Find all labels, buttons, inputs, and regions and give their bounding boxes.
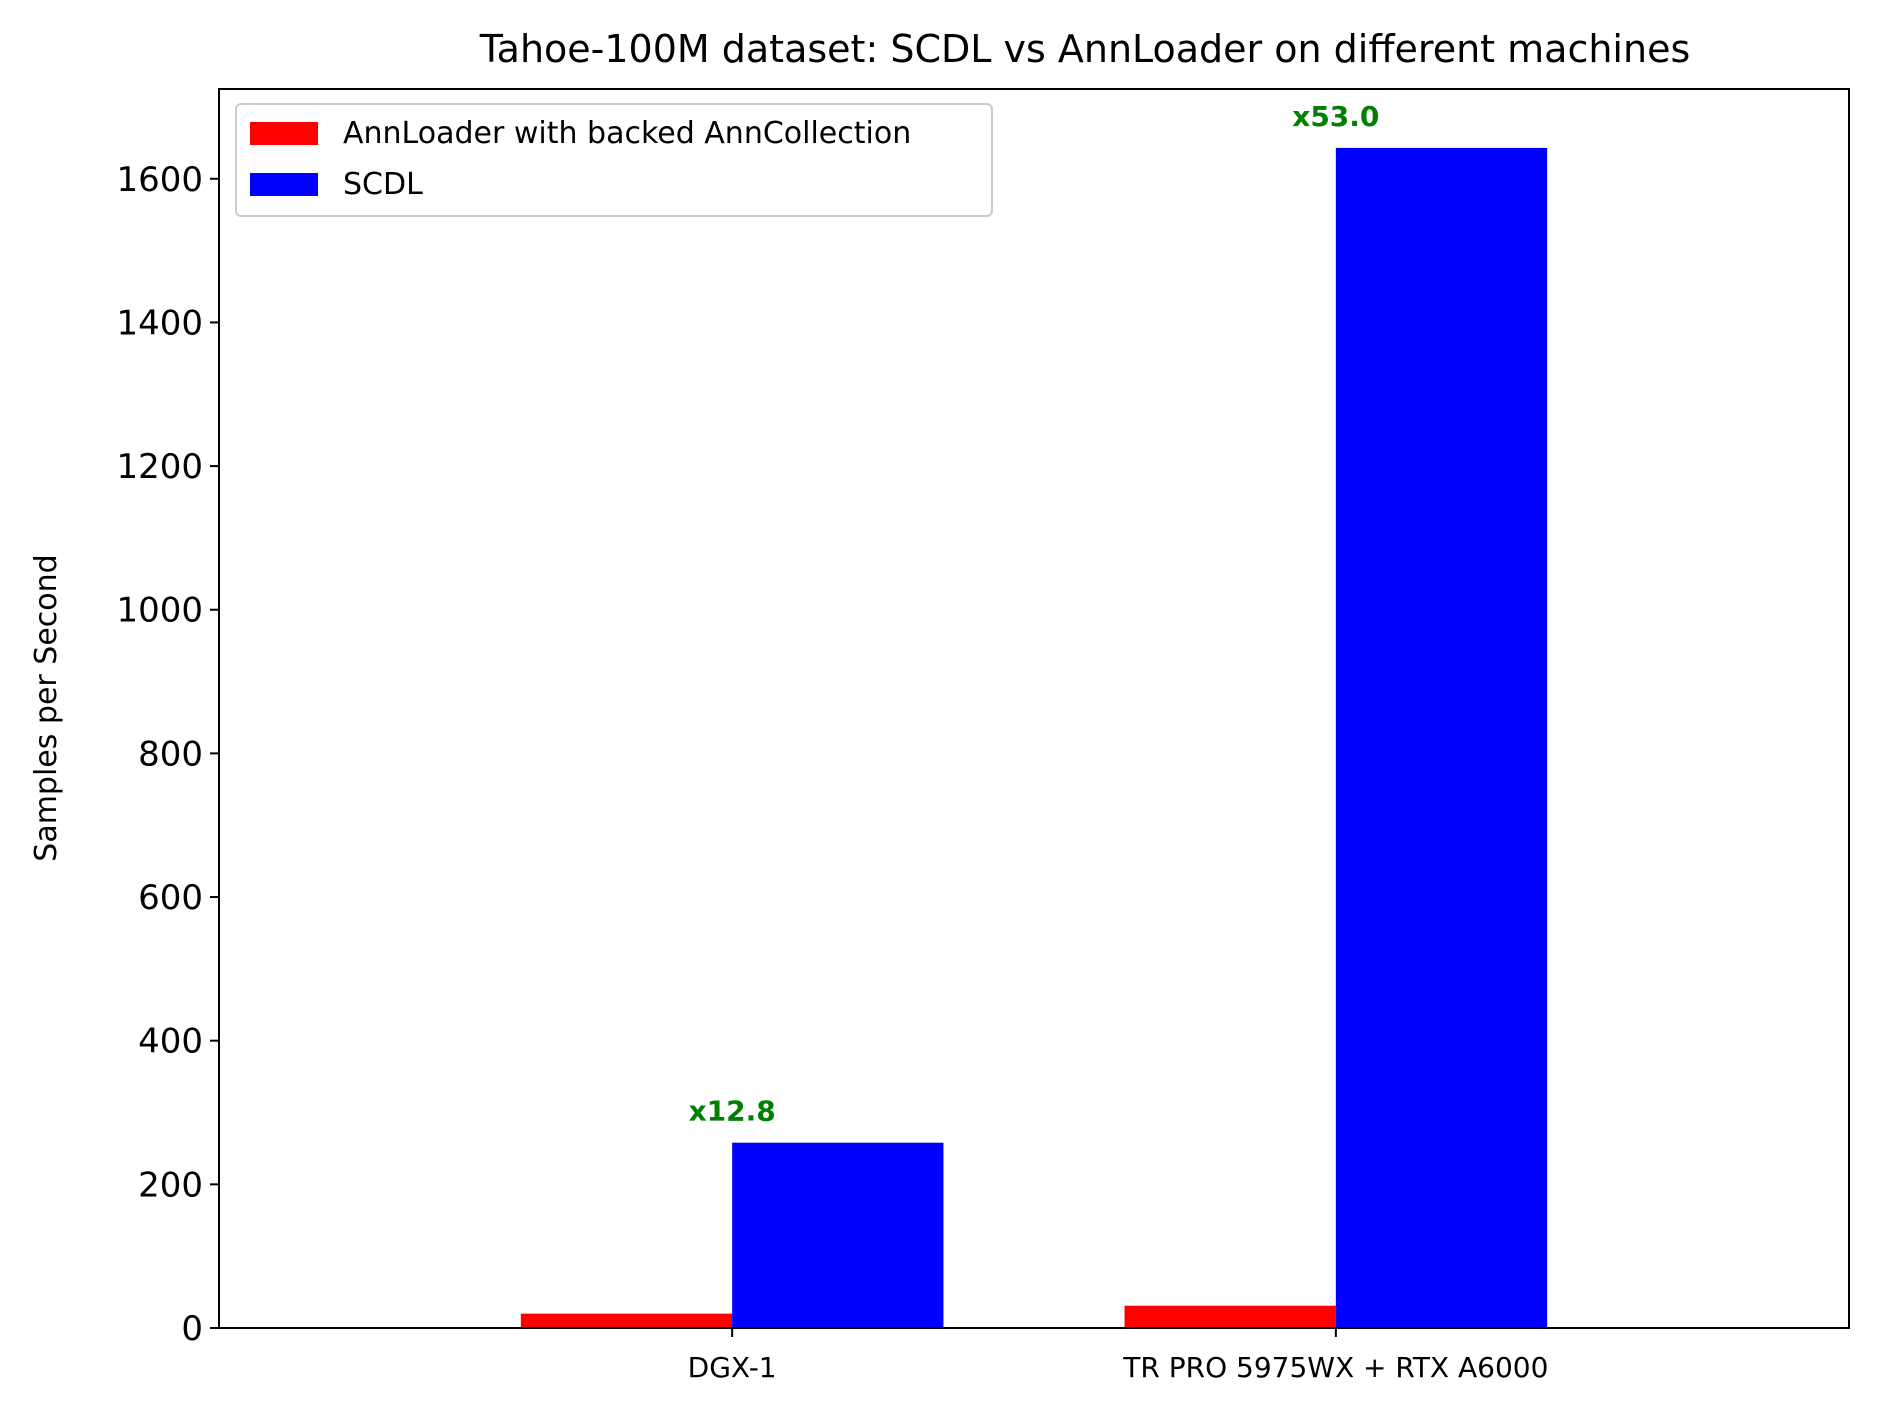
legend-label: SCDL [343, 167, 423, 202]
y-tick-label: 1000 [116, 591, 203, 631]
y-tick-label: 1200 [116, 447, 203, 487]
y-tick-label: 800 [138, 734, 203, 774]
y-tick-label: 600 [138, 878, 203, 918]
legend-label: AnnLoader with backed AnnCollection [343, 116, 911, 151]
legend: AnnLoader with backed AnnCollection SCDL [235, 103, 993, 217]
y-tick-label: 200 [138, 1165, 203, 1205]
x-tick-label: TR PRO 5975WX + RTX A6000 [1122, 1351, 1548, 1384]
speedup-annotation: x12.8 [689, 1095, 776, 1128]
legend-frame [235, 103, 993, 217]
plot-area: 0 200 400 600 800 1000 1200 1400 1600 DGX-1 TR PRO… [116, 100, 1548, 1384]
bar-scdl-1 [1335, 147, 1548, 1329]
y-axis-label: Samples per Second [29, 554, 64, 861]
bar-annloader-with-backed-anncollection-0 [520, 1313, 733, 1328]
legend-swatch [250, 122, 318, 145]
y-tick-label: 1600 [116, 160, 203, 200]
y-tick-label: 0 [181, 1309, 203, 1349]
legend-swatch [250, 173, 318, 196]
y-tick-label: 400 [138, 1022, 203, 1062]
x-tick-label: DGX-1 [688, 1351, 777, 1384]
plot-frame [218, 88, 1850, 1329]
bar-scdl-0 [732, 1142, 944, 1328]
speedup-annotation: x53.0 [1292, 100, 1379, 133]
bar-annloader-with-backed-anncollection-1 [1124, 1305, 1336, 1328]
y-tick-label: 1400 [116, 303, 203, 343]
chart-title: Tahoe-100M dataset: SCDL vs AnnLoader on… [479, 27, 1691, 71]
